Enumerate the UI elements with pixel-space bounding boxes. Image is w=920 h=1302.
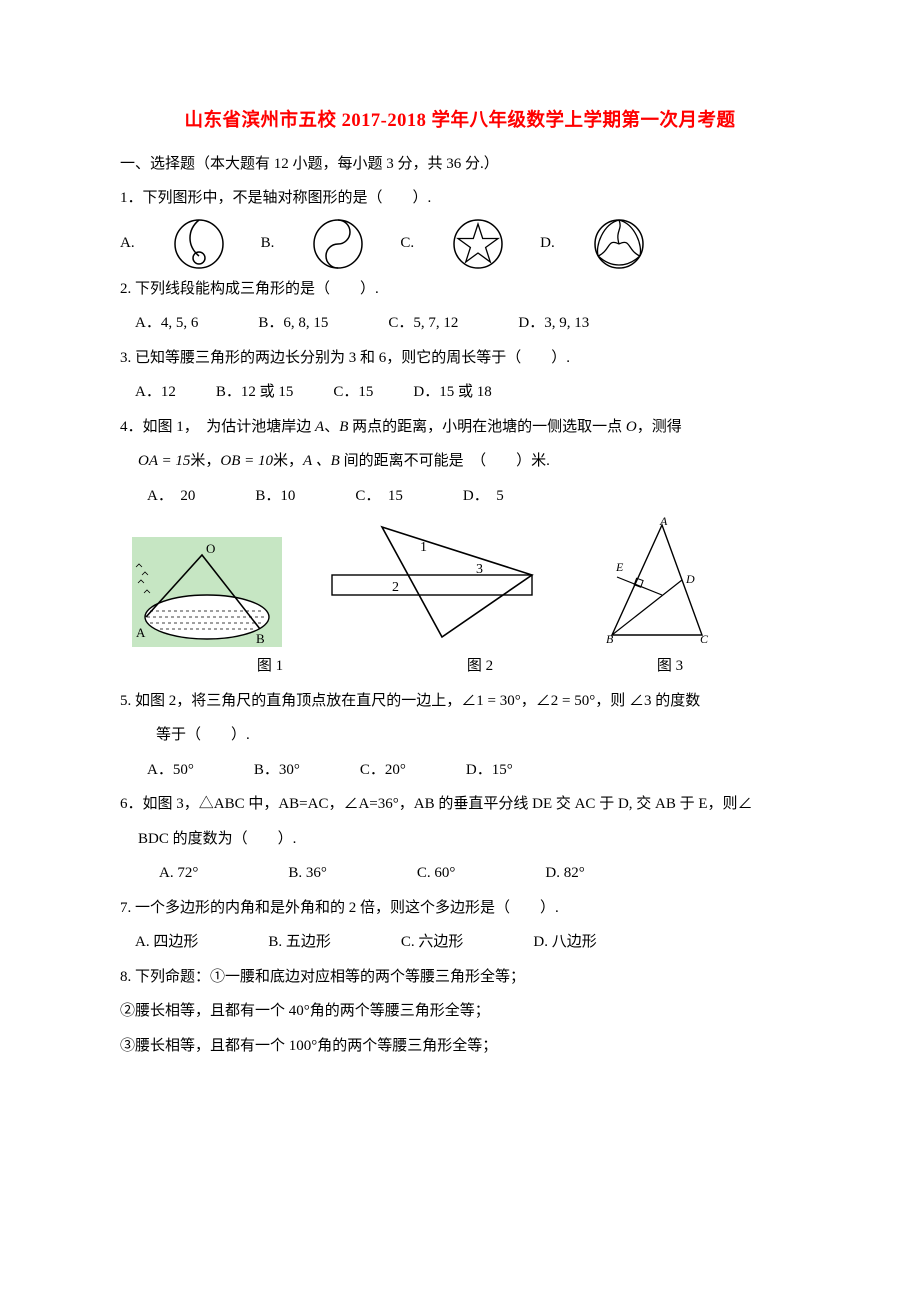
q5-opt-a: A．50° bbox=[147, 753, 194, 788]
q4-stem-line1: 4．如图 1， 为估计池塘岸边 A、B 两点的距离，小明在池塘的一侧选取一点 O… bbox=[120, 410, 800, 445]
q8-line2: ②腰长相等，且都有一个 40°角的两个等腰三角形全等； bbox=[120, 994, 800, 1029]
fig3-label-d: D bbox=[685, 572, 695, 586]
q6-opt-d: D. 82° bbox=[545, 856, 584, 891]
q6-stem-line1: 6．如图 3，△ABC 中，AB=AC，∠A=36°，AB 的垂直平分线 DE … bbox=[120, 787, 800, 822]
q8-stem: 8. 下列命题：①一腰和底边对应相等的两个等腰三角形全等； bbox=[120, 960, 800, 995]
q7-options: A. 四边形 B. 五边形 C. 六边形 D. 八边形 bbox=[120, 925, 800, 960]
q7-stem: 7. 一个多边形的内角和是外角和的 2 倍，则这个多边形是（ ）. bbox=[120, 891, 800, 926]
q4-end1: ，测得 bbox=[637, 419, 682, 435]
q1-opt-d-icon bbox=[587, 216, 651, 272]
q2-stem: 2. 下列线段能构成三角形的是（ ）. bbox=[120, 272, 800, 307]
q4-m2: 米， bbox=[273, 453, 303, 469]
q7-opt-b: B. 五边形 bbox=[268, 925, 331, 960]
q5-opt-d: D．15° bbox=[466, 753, 513, 788]
q4-m1: 米， bbox=[190, 453, 220, 469]
q4-opt-a: A． 20 bbox=[147, 479, 195, 514]
q7-opt-a: A. 四边形 bbox=[135, 925, 198, 960]
q5-stem-line2: 等于（ ）. bbox=[120, 718, 800, 753]
q5-post: ，则 ∠3 的度数 bbox=[595, 693, 700, 709]
fig2-label-3: 3 bbox=[476, 562, 483, 577]
q2-opt-c: C．5, 7, 12 bbox=[388, 306, 458, 341]
q1-opt-d-label: D. bbox=[540, 226, 555, 261]
q5-opt-c: C．20° bbox=[360, 753, 406, 788]
q3-opt-c: C．15 bbox=[333, 375, 373, 410]
q1-stem: 1．下列图形中，不是轴对称图形的是（ ）. bbox=[120, 181, 800, 216]
q4-stem-line2: OA = 15米，OB = 10米，A 、B 间的距离不可能是 （ ）米. bbox=[120, 444, 800, 479]
figure-1-pond: O A B bbox=[132, 537, 282, 647]
fig2-label-2: 2 bbox=[392, 580, 399, 595]
figure-3-caption: 图 3 bbox=[590, 649, 750, 684]
fig1-label-a: A bbox=[136, 625, 146, 640]
figure-3-triangle: A B C D E bbox=[592, 517, 722, 647]
q1-opt-c-label: C. bbox=[400, 226, 414, 261]
q4-oa: OA = 15 bbox=[138, 453, 190, 469]
q4-opt-b: B．10 bbox=[255, 479, 295, 514]
fig3-label-a: A bbox=[659, 517, 668, 528]
fig1-label-b: B bbox=[256, 631, 265, 646]
q1-options: A. B. C. D. bbox=[120, 216, 651, 272]
q7-opt-c: C. 六边形 bbox=[401, 925, 464, 960]
q3-stem: 3. 已知等腰三角形的两边长分别为 3 和 6，则它的周长等于（ ）. bbox=[120, 341, 800, 376]
q6-opt-c: C. 60° bbox=[417, 856, 456, 891]
q4-pre: 4．如图 1， 为估计池塘岸边 bbox=[120, 419, 315, 435]
fig2-label-1: 1 bbox=[420, 540, 427, 555]
q6-opt-b: B. 36° bbox=[288, 856, 327, 891]
q1-opt-b-label: B. bbox=[261, 226, 275, 261]
q5-pre: 5. 如图 2，将三角尺的直角顶点放在直尺的一边上， bbox=[120, 693, 461, 709]
q2-options: A．4, 5, 6 B．6, 8, 15 C．5, 7, 12 D．3, 9, … bbox=[120, 306, 800, 341]
q4-post1: 两点的距离，小明在池塘的一侧选取一点 bbox=[348, 419, 626, 435]
q4-opt-c: C． 15 bbox=[355, 479, 403, 514]
q6-options: A. 72° B. 36° C. 60° D. 82° bbox=[120, 856, 800, 891]
q1-opt-c-icon bbox=[446, 216, 510, 272]
q8-line3: ③腰长相等，且都有一个 100°角的两个等腰三角形全等； bbox=[120, 1029, 800, 1064]
section-header: 一、选择题（本大题有 12 小题，每小题 3 分，共 36 分.） bbox=[120, 147, 800, 182]
q5-opt-b: B．30° bbox=[254, 753, 300, 788]
q4-mid1: 、 bbox=[324, 419, 339, 435]
q7-opt-d: D. 八边形 bbox=[533, 925, 596, 960]
q6-stem-line2: BDC 的度数为（ ）. bbox=[120, 822, 800, 857]
figure-1-caption: 图 1 bbox=[170, 649, 370, 684]
q1-opt-b-icon bbox=[306, 216, 370, 272]
q4-options: A． 20 B．10 C． 15 D． 5 bbox=[120, 479, 800, 514]
q2-opt-d: D．3, 9, 13 bbox=[518, 306, 589, 341]
q2-opt-b: B．6, 8, 15 bbox=[258, 306, 328, 341]
q1-opt-a-label: A. bbox=[120, 226, 135, 261]
q2-opt-a: A．4, 5, 6 bbox=[135, 306, 198, 341]
q3-opt-a: A．12 bbox=[135, 375, 176, 410]
q4-opt-d: D． 5 bbox=[463, 479, 504, 514]
q5-ang2: ∠2 = 50° bbox=[536, 693, 595, 709]
q5-mid: ， bbox=[521, 693, 536, 709]
fig1-label-o: O bbox=[206, 541, 215, 556]
q3-opt-b: B．12 或 15 bbox=[216, 375, 294, 410]
figure-captions: 图 1 图 2 图 3 bbox=[120, 649, 800, 684]
q4-ob: OB = 10 bbox=[220, 453, 273, 469]
q4-end2: 间的距离不可能是 （ ）米. bbox=[340, 453, 550, 469]
fig3-label-c: C bbox=[700, 632, 709, 646]
figure-2-caption: 图 2 bbox=[370, 649, 590, 684]
figure-2-setsquare: 1 2 3 bbox=[322, 517, 552, 647]
figure-row: O A B 1 2 3 A B C D E bbox=[120, 513, 800, 649]
q3-options: A．12 B．12 或 15 C．15 D．15 或 18 bbox=[120, 375, 800, 410]
fig3-label-b: B bbox=[606, 632, 614, 646]
q5-ang1: ∠1 = 30° bbox=[461, 693, 520, 709]
fig3-label-e: E bbox=[615, 560, 624, 574]
page-title: 山东省滨州市五校 2017-2018 学年八年级数学上学期第一次月考题 bbox=[120, 100, 800, 143]
q1-opt-a-icon bbox=[167, 216, 231, 272]
q6-opt-a: A. 72° bbox=[159, 856, 198, 891]
q5-options: A．50° B．30° C．20° D．15° bbox=[120, 753, 800, 788]
q3-opt-d: D．15 或 18 bbox=[413, 375, 491, 410]
q4-ab: A 、B bbox=[303, 453, 340, 469]
q5-stem-line1: 5. 如图 2，将三角尺的直角顶点放在直尺的一边上，∠1 = 30°，∠2 = … bbox=[120, 684, 800, 719]
